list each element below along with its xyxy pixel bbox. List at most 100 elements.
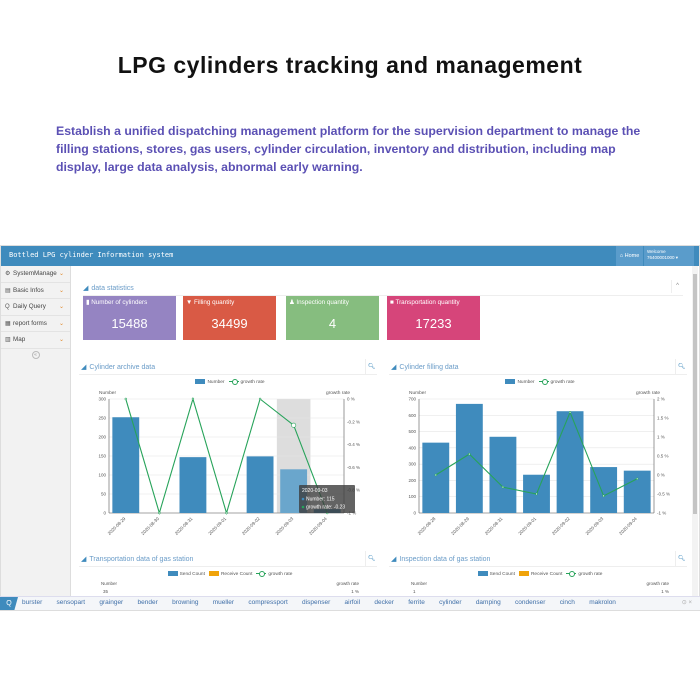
legend-number[interactable]: Number	[207, 379, 225, 385]
search-icon: Q	[5, 304, 10, 310]
app-title: Bottled LPG cylinder Information system	[9, 251, 174, 259]
search-bar: Q burster sensopart grainger bender browning…	[0, 596, 700, 610]
search-tag[interactable]: mueller	[212, 599, 235, 606]
legend-number-swatch[interactable]	[505, 379, 516, 384]
legend-send[interactable]: Send Count	[179, 571, 205, 577]
sidebar-item-map[interactable]: ▥ Map ⌄	[1, 332, 70, 349]
growth-point	[602, 494, 605, 498]
signal-icon: ◢	[391, 556, 397, 563]
legend-send-swatch[interactable]	[167, 571, 178, 576]
y-axis-title: Number	[409, 390, 426, 396]
legend-receive-swatch[interactable]	[208, 571, 219, 576]
y-axis-title: Number	[99, 390, 116, 396]
y-tick-label: 400	[408, 445, 416, 450]
page-title: LPG cylinders tracking and management	[117, 52, 583, 78]
signal-icon: ◢	[81, 556, 87, 563]
growth-point	[468, 452, 471, 456]
x-tick-label: 2020-08-28	[417, 516, 437, 536]
legend-growth-swatch[interactable]	[228, 379, 239, 385]
search-tag[interactable]: browning	[172, 599, 199, 606]
settings-icon[interactable]: ⊙	[681, 600, 687, 606]
panel-title: Inspection data of gas station	[399, 556, 491, 563]
sidebar-item-daily-query[interactable]: Q Daily Query ⌄	[1, 299, 70, 316]
app-window: Bottled LPG cylinder Information system …	[0, 245, 700, 611]
legend-receive[interactable]: Receive Count	[220, 571, 253, 577]
stat-value: 15488	[111, 316, 148, 331]
sidebar-item-label: SystemManage	[13, 270, 57, 277]
tooltip-marker	[301, 505, 305, 509]
search-tag[interactable]: compressport	[248, 599, 288, 606]
legend-growth[interactable]: growth rate	[550, 379, 575, 385]
sidebar-item-report-forms[interactable]: ▦ report forms ⌄	[1, 316, 70, 332]
collapse-button[interactable]: ^	[671, 280, 683, 293]
y2-tick-label: -1 %	[657, 511, 666, 516]
legend-growth-swatch[interactable]	[566, 571, 577, 577]
search-tag[interactable]: decker	[374, 599, 394, 606]
legend-growth[interactable]: growth rate	[240, 379, 265, 385]
y2-tick-label: 0 %	[347, 397, 355, 402]
bar	[455, 403, 483, 513]
legend-number[interactable]: Number	[517, 379, 535, 385]
search-tag[interactable]: burster	[22, 599, 43, 606]
scrollbar[interactable]	[692, 266, 698, 596]
caret-down-icon: ▾	[675, 255, 679, 260]
axis-label-right: growth rate	[646, 581, 669, 586]
close-icon[interactable]: ×	[688, 600, 692, 606]
stats-title: data statistics	[91, 285, 134, 292]
legend-growth-swatch[interactable]	[538, 379, 549, 385]
zoom-icon[interactable]: 🔍︎	[365, 551, 377, 567]
legend-growth-swatch[interactable]	[256, 571, 267, 577]
y2-tick-label: 0 %	[657, 473, 665, 478]
zoom-icon[interactable]: 🔍︎	[365, 359, 377, 375]
user-menu[interactable]: Welcome 76400001000 ▾	[644, 246, 694, 266]
welcome-label: Welcome	[647, 249, 666, 254]
sidebar-item-basic-infos[interactable]: ▤ Basic Infos ⌄	[1, 283, 70, 299]
legend-growth[interactable]: growth rate	[578, 571, 603, 577]
panel-title: Cylinder archive data	[89, 364, 156, 371]
search-tag[interactable]: cylinder	[439, 599, 462, 606]
search-icon[interactable]: Q	[0, 597, 18, 610]
tooltip-growth: growth rate: -0.23	[306, 505, 345, 511]
search-tag[interactable]: airfoil	[344, 599, 361, 606]
y-tick-label: 0	[413, 511, 416, 516]
search-tag[interactable]: dispenser	[302, 599, 331, 606]
legend-receive-swatch[interactable]	[518, 571, 529, 576]
growth-point	[568, 411, 572, 414]
bar	[246, 456, 274, 513]
legend-number-swatch[interactable]	[195, 379, 206, 384]
y-tick-label: 150	[98, 454, 106, 459]
database-icon: ▤	[5, 287, 11, 294]
panel-filling: ◢ Cylinder filling data 🔍︎ Number growth ra…	[389, 359, 687, 552]
search-tag[interactable]: bender	[137, 599, 158, 606]
y2-axis-title: growth rate	[326, 390, 350, 396]
stat-card-cylinders: ▮ Number of cylinders 15488	[83, 296, 176, 340]
search-tag[interactable]: damping	[475, 599, 501, 606]
sidebar-item-label: Map	[13, 336, 26, 343]
home-button[interactable]: ⌂ Home	[616, 246, 643, 266]
legend-send[interactable]: Send Count	[489, 571, 515, 577]
y2-axis-title: growth rate	[636, 390, 660, 396]
stat-label: Transportation quantity	[395, 299, 460, 306]
main-content: ◢ data statistics ^ ▮ Number of cylinders…	[73, 266, 691, 596]
search-tag[interactable]: sensopart	[56, 599, 86, 606]
legend-receive[interactable]: Receive Count	[530, 571, 563, 577]
zoom-icon[interactable]: 🔍︎	[675, 359, 687, 375]
bar	[623, 470, 651, 513]
growth-point	[124, 397, 127, 401]
page-subtitle: Establish a unified dispatching manageme…	[56, 124, 641, 174]
y-tick-label: 100	[98, 473, 106, 478]
zoom-icon[interactable]: 🔍︎	[675, 551, 687, 567]
legend-growth[interactable]: growth rate	[268, 571, 293, 577]
search-tag[interactable]: ferrite	[408, 599, 425, 606]
search-tag[interactable]: condenser	[515, 599, 546, 606]
sidebar-collapse-button[interactable]: «	[31, 350, 40, 359]
y-tick-label: 500	[408, 429, 416, 434]
legend-send-swatch[interactable]	[477, 571, 488, 576]
search-tag[interactable]: cinch	[559, 599, 575, 606]
home-icon: ⌂	[619, 253, 624, 259]
search-tag[interactable]: grainger	[99, 599, 124, 606]
chevron-down-icon: ⌄	[58, 271, 64, 277]
sidebar-item-system-manage[interactable]: ⚙ SystemManage ⌄	[1, 266, 70, 283]
stat-value: 4	[328, 316, 337, 331]
search-tag[interactable]: makrolon	[589, 599, 616, 606]
